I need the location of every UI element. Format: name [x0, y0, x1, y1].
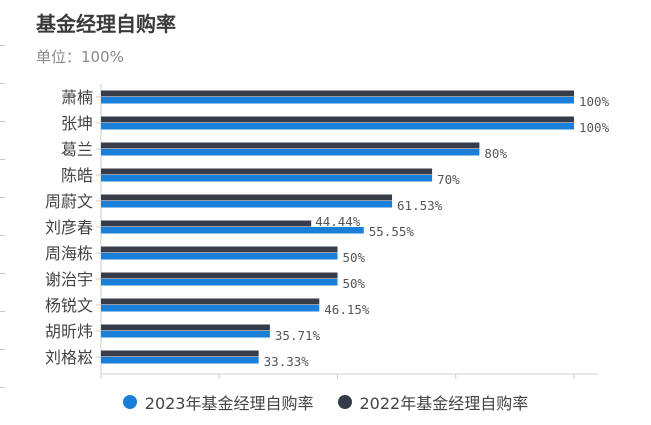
data-label: 61.53%: [397, 198, 443, 213]
bar-2023: [101, 201, 393, 208]
legend-item-2022[interactable]: 2022年基金经理自购率: [337, 390, 529, 414]
bar-2022: [101, 194, 393, 201]
bar-2023: [101, 253, 338, 260]
legend-swatch-2023: [122, 395, 137, 409]
category-label: 杨锐文: [45, 296, 93, 315]
bar-2022: [101, 350, 259, 357]
chart-unit: 单位：100%: [36, 48, 124, 66]
data-label: 55.55%: [369, 224, 415, 239]
bar-2023: [101, 279, 338, 286]
category-label: 葛兰: [61, 140, 93, 159]
bar-2022: [101, 220, 312, 227]
data-label: 80%: [484, 146, 507, 161]
data-label: 35.71%: [275, 328, 321, 343]
data-label: 100%: [579, 120, 610, 135]
category-label: 胡昕炜: [45, 322, 93, 341]
category-label: 谢治宇: [45, 270, 93, 289]
left-edge-marks: [0, 0, 6, 425]
bar-2023: [101, 227, 364, 234]
data-label: 50%: [343, 250, 366, 265]
legend-item-2023[interactable]: 2023年基金经理自购率: [122, 390, 314, 414]
legend-label-2022: 2022年基金经理自购率: [359, 394, 529, 413]
bar-2023: [101, 123, 574, 130]
category-label: 刘格崧: [45, 348, 93, 367]
bar-2023: [101, 149, 480, 156]
category-label: 萧楠: [61, 88, 93, 107]
category-label: 周海栋: [45, 244, 93, 263]
category-label: 刘彦春: [45, 218, 93, 237]
data-label: 50%: [343, 276, 366, 291]
category-label: 张坤: [61, 114, 93, 133]
bar-2023: [101, 331, 270, 338]
legend-label-2023: 2023年基金经理自购率: [144, 394, 314, 413]
legend: 2023年基金经理自购率 2022年基金经理自购率: [0, 390, 651, 414]
bar-2023: [101, 305, 320, 312]
bar-2022: [101, 90, 574, 97]
bar-chart: 萧楠 100% 张坤 100% 葛兰 80% 陈皓 70% 周蔚文 61.53% 刘彦春 55.55%…: [45, 84, 610, 379]
data-label: 70%: [437, 172, 460, 187]
legend-swatch-2022: [337, 395, 352, 409]
category-label: 周蔚文: [45, 192, 93, 211]
category-label: 陈皓: [61, 166, 93, 185]
data-label: 100%: [579, 94, 610, 109]
bar-2022: [101, 272, 338, 279]
data-label: 46.15%: [324, 302, 370, 317]
data-label: 33.33%: [264, 354, 310, 369]
bar-2022: [101, 324, 270, 331]
bar-2022: [101, 246, 338, 253]
bar-2022: [101, 168, 433, 175]
bar-2023: [101, 175, 433, 182]
bar-2022: [101, 142, 480, 149]
bar-2023: [101, 97, 574, 104]
chart-title: 基金经理自购率: [36, 12, 176, 36]
bar-2022: [101, 116, 574, 123]
bar-2022: [101, 298, 320, 305]
data-label-2022: 44.44%: [315, 214, 361, 229]
bar-2023: [101, 357, 259, 364]
